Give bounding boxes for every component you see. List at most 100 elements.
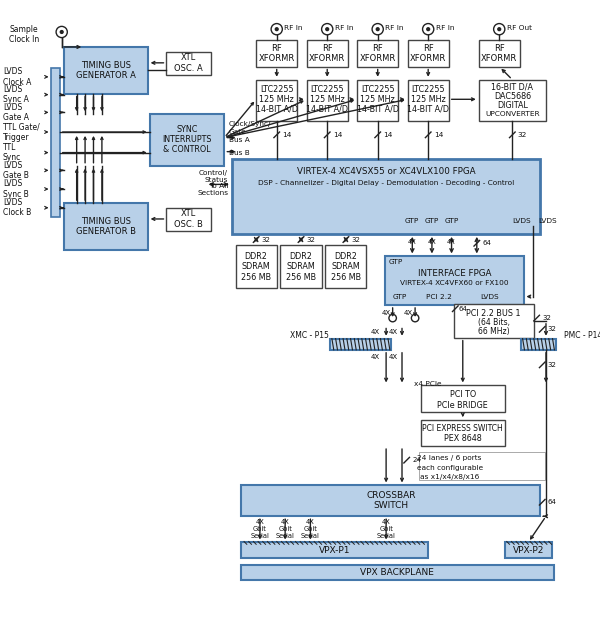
Text: CROSSBAR
SWITCH: CROSSBAR SWITCH [366,491,416,510]
Circle shape [326,28,329,31]
Bar [479,40,520,66]
Bar [479,80,546,121]
Text: 16-BIT D/A: 16-BIT D/A [491,83,533,92]
Circle shape [427,28,430,31]
Text: DIGITAL: DIGITAL [497,101,528,110]
Text: RF
XFORMR: RF XFORMR [410,44,446,63]
Text: 32: 32 [352,237,361,242]
Bar [419,452,545,480]
Text: XTL
OSC. B: XTL OSC. B [175,209,203,228]
Text: DDR2
SDRAM
256 MB: DDR2 SDRAM 256 MB [241,252,271,281]
Text: VPX-P1: VPX-P1 [319,546,350,555]
Text: 4X
Gbit
Serial: 4X Gbit Serial [301,519,320,539]
Text: 32: 32 [542,315,551,321]
Text: LVDS
Clock B: LVDS Clock B [3,198,31,218]
Circle shape [498,28,500,31]
Bar [166,208,211,231]
Bar [64,203,148,250]
Text: 64: 64 [458,306,467,312]
Text: PCI TO: PCI TO [449,390,476,399]
Text: 14-BIT A/D: 14-BIT A/D [306,104,348,113]
Text: RF
XFORMR: RF XFORMR [259,44,295,63]
Text: 14: 14 [283,132,292,138]
Text: PCI 2.2 BUS 1: PCI 2.2 BUS 1 [466,309,521,318]
Text: TTL Gate/
Trigger: TTL Gate/ Trigger [3,122,40,142]
Circle shape [61,31,63,33]
Bar [236,245,277,288]
Text: 24: 24 [412,457,421,463]
Text: 4X: 4X [408,239,416,246]
Text: VIRTEX-4 XC4VSX55 or XC4VLX100 FPGA: VIRTEX-4 XC4VSX55 or XC4VLX100 FPGA [297,167,475,176]
Text: x4 PCIe: x4 PCIe [414,380,442,387]
Text: LVDS: LVDS [481,293,499,300]
Bar [407,40,449,66]
Text: DDR2
SDRAM
256 MB: DDR2 SDRAM 256 MB [286,252,316,281]
Text: 14: 14 [434,132,443,138]
Text: 32: 32 [262,237,271,242]
Text: 4X: 4X [382,311,391,316]
Text: each configurable: each configurable [416,464,483,471]
Text: PCI EXPRESS SWITCH: PCI EXPRESS SWITCH [422,424,503,433]
Bar [232,159,541,234]
Text: 4X: 4X [370,354,380,360]
Text: LVDS: LVDS [512,218,531,224]
Text: Gate: Gate [229,129,247,135]
Text: XTL
OSC. A: XTL OSC. A [175,53,203,73]
Bar [149,114,224,166]
Text: 14: 14 [383,132,392,138]
Bar [241,542,428,558]
Text: Control/
Status: Control/ Status [199,170,228,183]
Text: 4X: 4X [388,329,397,335]
Bar [454,304,534,338]
Text: as x1/x4/x8/x16: as x1/x4/x8/x16 [420,474,479,480]
Text: 14-BIT A/D: 14-BIT A/D [407,104,449,113]
Text: 24 lanes / 6 ports: 24 lanes / 6 ports [418,456,482,461]
Text: RF Out: RF Out [507,26,532,31]
Text: 4X: 4X [447,239,456,246]
Text: LVDS
Gate B: LVDS Gate B [3,161,29,180]
Text: Sample
Clock In: Sample Clock In [9,25,40,45]
Text: 66 MHz): 66 MHz) [478,327,509,336]
Text: To All
Sections: To All Sections [197,184,228,197]
Bar [256,40,297,66]
Text: 14-BIT A/D: 14-BIT A/D [256,104,298,113]
Text: 32: 32 [548,362,557,368]
Text: Clock/Sync/: Clock/Sync/ [229,121,272,126]
Bar [307,80,348,121]
Bar [521,339,556,350]
Text: VPX BACKPLANE: VPX BACKPLANE [361,568,434,577]
Text: 125 MHz: 125 MHz [259,95,294,104]
Bar [330,339,391,350]
Text: RF In: RF In [385,26,404,31]
Text: LTC2255: LTC2255 [412,85,445,94]
Text: TIMING BUS
GENERATOR A: TIMING BUS GENERATOR A [76,61,136,80]
Text: 125 MHz: 125 MHz [411,95,446,104]
Text: (64 Bits,: (64 Bits, [478,318,509,327]
Bar [52,68,60,217]
Text: 4X
Gbit
Serial: 4X Gbit Serial [250,519,269,539]
Text: 14-BIT A/D: 14-BIT A/D [356,104,398,113]
Text: DAC5686: DAC5686 [494,92,531,101]
Text: XMC - P15: XMC - P15 [290,331,329,340]
Text: 125 MHz: 125 MHz [361,95,395,104]
Text: GTP: GTP [445,218,459,224]
Text: 64: 64 [548,500,557,505]
Text: UPCONVERTER: UPCONVERTER [485,111,539,117]
Text: LTC2255: LTC2255 [260,85,293,94]
Bar [64,47,148,94]
Text: 32: 32 [307,237,316,242]
Text: 4X: 4X [370,329,380,335]
Text: RF
XFORMR: RF XFORMR [481,44,517,63]
Text: 4X: 4X [428,239,436,246]
Text: 4X
Gbit
Serial: 4X Gbit Serial [276,519,295,539]
Text: GTP: GTP [425,218,439,224]
Bar [166,52,211,75]
Text: RF
XFORMR: RF XFORMR [309,44,346,63]
Text: GTP: GTP [405,218,419,224]
Text: 4X: 4X [388,354,397,360]
Bar [256,80,297,121]
Text: LVDS
Sync B: LVDS Sync B [3,179,29,199]
Bar [307,40,348,66]
Text: LVDS
Clock A: LVDS Clock A [3,67,31,87]
Text: DDR2
SDRAM
256 MB: DDR2 SDRAM 256 MB [331,252,361,281]
